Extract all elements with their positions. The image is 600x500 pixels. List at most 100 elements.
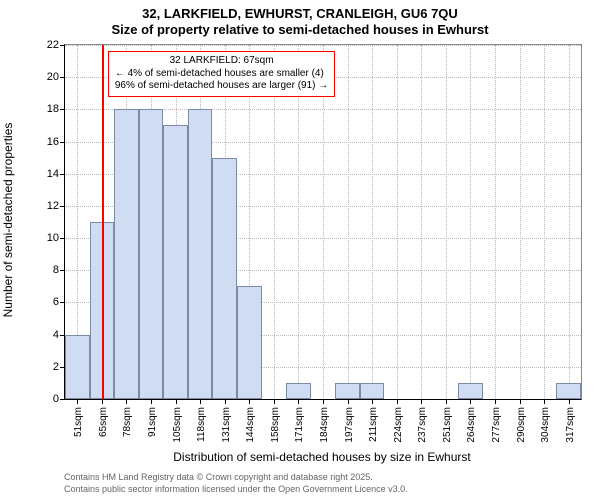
y-tick [60,399,65,400]
gridline-v [421,45,422,399]
histogram-bar [188,109,213,399]
x-tick [446,399,447,404]
x-tick [421,399,422,404]
histogram-bar [360,383,385,399]
x-tick [151,399,152,404]
x-tick-label: 197sqm [344,407,355,443]
chart-title-line2: Size of property relative to semi-detach… [0,22,600,37]
x-tick-label: 65sqm [98,407,109,437]
histogram-bar [163,125,188,399]
x-tick-label: 224sqm [393,407,404,443]
histogram-bar [335,383,360,399]
x-tick-label: 184sqm [319,407,330,443]
y-tick [60,206,65,207]
x-tick [520,399,521,404]
x-tick-label: 144sqm [245,407,256,443]
x-tick [225,399,226,404]
y-tick-label: 12 [31,200,59,212]
y-tick [60,109,65,110]
x-tick [470,399,471,404]
x-tick [544,399,545,404]
x-tick [102,399,103,404]
x-tick-label: 171sqm [294,407,305,443]
x-tick-label: 317sqm [565,407,576,443]
x-tick-label: 264sqm [466,407,477,443]
x-tick-label: 211sqm [368,407,379,442]
histogram-bar [139,109,164,399]
x-tick [298,399,299,404]
gridline-v [348,45,349,399]
x-tick-label: 237sqm [417,407,428,443]
y-tick-label: 20 [31,71,59,83]
y-tick [60,270,65,271]
y-tick-label: 14 [31,168,59,180]
y-axis-title: Number of semi-detached properties [1,120,15,320]
y-tick-label: 8 [31,264,59,276]
marker-line [102,45,104,399]
y-tick [60,238,65,239]
x-tick [397,399,398,404]
marker-annotation: 32 LARKFIELD: 67sqm← 4% of semi-detached… [108,51,335,97]
y-tick-label: 6 [31,296,59,308]
x-tick-label: 290sqm [516,407,527,443]
x-tick-label: 78sqm [122,407,133,437]
histogram-bar [212,158,237,399]
histogram-bar [556,383,581,399]
gridline-v [544,45,545,399]
gridline-v [446,45,447,399]
attribution-line2: Contains public sector information licen… [64,484,408,494]
x-tick [77,399,78,404]
gridline-v [372,45,373,399]
gridline-v [495,45,496,399]
x-tick-label: 251sqm [442,407,453,443]
y-tick [60,77,65,78]
x-tick [495,399,496,404]
x-tick-label: 304sqm [540,407,551,443]
gridline-v [397,45,398,399]
y-tick [60,142,65,143]
x-axis-title: Distribution of semi-detached houses by … [64,450,580,464]
annotation-line: 32 LARKFIELD: 67sqm [115,55,328,68]
plot-area: 024681012141618202251sqm65sqm78sqm91sqm1… [64,44,582,400]
y-tick-label: 0 [31,393,59,405]
y-tick-label: 10 [31,232,59,244]
histogram-bar [237,286,262,399]
annotation-line: ← 4% of semi-detached houses are smaller… [115,68,328,81]
x-tick-label: 158sqm [270,407,281,443]
gridline-v [520,45,521,399]
y-tick [60,45,65,46]
y-tick-label: 18 [31,103,59,115]
gridline-v [569,45,570,399]
histogram-bar [286,383,311,399]
y-tick [60,174,65,175]
gridline-v [323,45,324,399]
x-tick-label: 118sqm [196,407,207,442]
x-tick [176,399,177,404]
chart-title-line1: 32, LARKFIELD, EWHURST, CRANLEIGH, GU6 7… [0,6,600,21]
x-tick [200,399,201,404]
histogram-bar [65,335,90,399]
x-tick-label: 131sqm [221,407,232,443]
x-tick-label: 91sqm [147,407,158,437]
gridline-v [470,45,471,399]
x-tick-label: 51sqm [73,407,84,437]
x-tick [372,399,373,404]
x-tick-label: 277sqm [491,407,502,443]
x-tick-label: 105sqm [172,407,183,443]
x-tick [126,399,127,404]
x-tick [249,399,250,404]
x-tick [569,399,570,404]
x-tick [323,399,324,404]
y-tick-label: 2 [31,361,59,373]
annotation-line: 96% of semi-detached houses are larger (… [115,80,328,93]
x-tick [274,399,275,404]
x-tick [348,399,349,404]
gridline-v [298,45,299,399]
attribution-line1: Contains HM Land Registry data © Crown c… [64,472,373,482]
histogram-bar [114,109,139,399]
y-tick-label: 22 [31,39,59,51]
histogram-bar [458,383,483,399]
y-tick-label: 4 [31,329,59,341]
gridline-v [274,45,275,399]
y-tick-label: 16 [31,136,59,148]
